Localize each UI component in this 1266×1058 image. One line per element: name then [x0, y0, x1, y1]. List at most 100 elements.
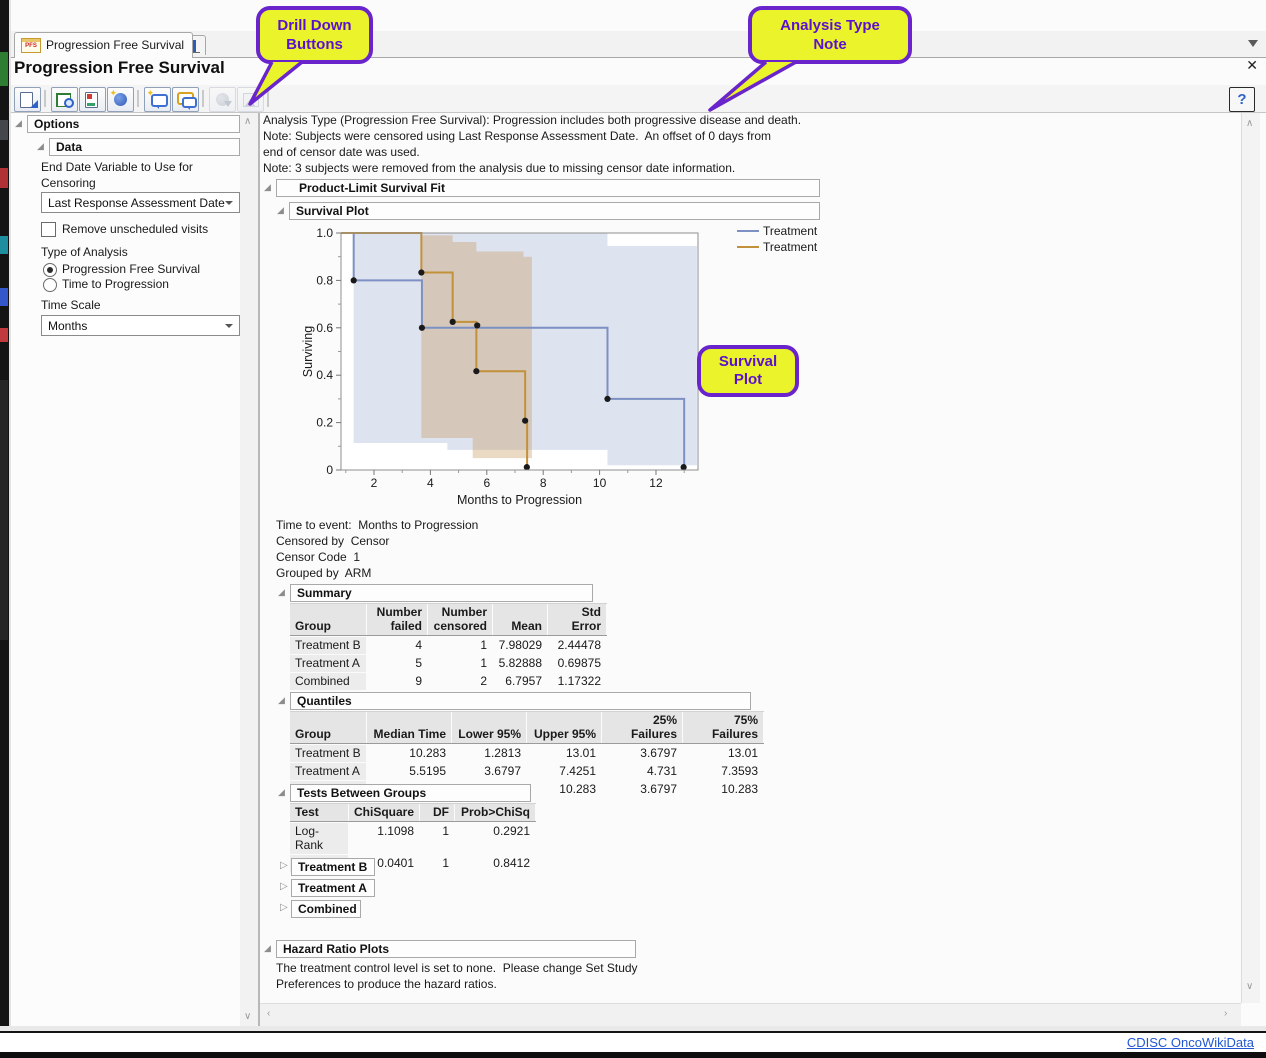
survival-plot-header[interactable]: Survival Plot — [289, 202, 820, 220]
disclosure-open-icon[interactable]: ◢ — [15, 118, 22, 128]
time-to-event-line: Time to event: Months to Progression — [276, 518, 479, 532]
table-cell: 2 — [480, 674, 487, 688]
toolbar-separator — [137, 90, 139, 107]
scroll-right-icon[interactable]: › — [1224, 1008, 1228, 1019]
product-limit-header[interactable]: Product-Limit Survival Fit — [276, 179, 820, 197]
disclosure-open-icon[interactable]: ◢ — [264, 182, 271, 192]
scroll-up-icon[interactable]: ∧ — [1246, 118, 1254, 129]
table-cell: 1 — [442, 856, 449, 870]
disclosure-closed-icon[interactable]: ▷ — [280, 902, 288, 913]
review-notes-icon — [176, 91, 197, 110]
panel-divider[interactable] — [258, 113, 260, 1030]
table-cell: 7.3593 — [721, 764, 758, 778]
table-cell: Treatment B — [290, 745, 366, 762]
globe-report-button[interactable]: ✦ — [107, 87, 134, 112]
report-scrollbar-horizontal[interactable]: ‹ › — [260, 1003, 1241, 1026]
web-report-icon — [213, 91, 233, 108]
table-cell: 0.8412 — [493, 856, 530, 870]
radio-progression-free-survival-label: Progression Free Survival — [62, 262, 201, 276]
column-header: Lower 95% — [452, 712, 526, 743]
options-section-header[interactable]: Options — [27, 115, 240, 133]
column-header: 75% Failures — [683, 712, 763, 743]
callout-drill-down-buttons: Drill Down Buttons — [256, 6, 373, 64]
scroll-down-icon[interactable]: ∨ — [244, 1011, 252, 1022]
divider — [11, 112, 1266, 113]
disclosure-open-icon[interactable]: ◢ — [278, 695, 285, 705]
table-cell: 0.0401 — [377, 856, 414, 870]
column-header: DF — [420, 804, 454, 821]
disclosure-open-icon[interactable]: ◢ — [277, 205, 284, 215]
report-icon — [18, 91, 38, 108]
report-scrollbar-vertical[interactable]: ∧ ∨ — [1241, 113, 1260, 1003]
table-cell: 5.82888 — [498, 656, 542, 670]
data-section-header[interactable]: Data — [49, 138, 240, 156]
review-notes-button[interactable] — [172, 87, 199, 112]
radio-time-to-progression[interactable] — [43, 278, 57, 292]
table-cell: 7.4251 — [559, 764, 596, 778]
svg-text:Surviving: Surviving — [301, 326, 315, 377]
table-cell: Treatment A — [290, 763, 366, 780]
tab-progression-free-survival[interactable]: PFS Progression Free Survival — [14, 32, 194, 58]
remove-unscheduled-visits-checkbox[interactable] — [41, 222, 56, 237]
scroll-up-icon[interactable]: ∧ — [244, 116, 252, 127]
disclosure-open-icon[interactable]: ◢ — [37, 141, 44, 151]
svg-text:0: 0 — [326, 463, 333, 477]
window-bottom-edge — [0, 1026, 1266, 1031]
summary-header[interactable]: Summary — [290, 584, 593, 602]
hazard-ratio-plots-header[interactable]: Hazard Ratio Plots — [276, 940, 636, 958]
hazard-message-line2: Preferences to produce the hazard ratios… — [276, 977, 497, 991]
column-header: Number failed — [367, 604, 427, 635]
data-table-button[interactable] — [51, 87, 78, 112]
table-cell: 13.01 — [727, 746, 758, 760]
toolbar: ✦ ✦ ? — [11, 85, 1266, 113]
disclosure-closed-icon[interactable]: ▷ — [280, 860, 288, 871]
table-cell: Treatment A — [290, 655, 366, 672]
svg-text:0.2: 0.2 — [316, 416, 333, 430]
tab-bar — [11, 31, 1266, 58]
window-left-edge — [9, 0, 11, 1058]
close-icon[interactable]: ✕ — [1246, 57, 1258, 73]
table-cell: 5.5195 — [409, 764, 446, 778]
censored-by-line: Censored by Censor — [276, 534, 390, 548]
disclosure-open-icon[interactable]: ◢ — [264, 943, 271, 953]
tests-between-groups-header[interactable]: Tests Between Groups — [290, 784, 531, 802]
column-header: Median Time — [367, 712, 451, 743]
combined-section-header[interactable]: Combined — [291, 900, 361, 918]
scroll-down-icon[interactable]: ∨ — [1246, 981, 1254, 992]
report-image-button[interactable] — [79, 87, 106, 112]
svg-text:1.0: 1.0 — [316, 226, 333, 240]
radio-progression-free-survival[interactable] — [43, 263, 57, 277]
tab-list-menu-icon[interactable] — [1248, 40, 1258, 47]
time-scale-select[interactable]: Months — [41, 315, 240, 336]
tests-table: Test ChiSquare DF Prob>ChiSq Log-Rank 1.1098 1… — [290, 803, 536, 872]
quantiles-header[interactable]: Quantiles — [290, 692, 751, 710]
treatment-b-section-header[interactable]: Treatment B — [291, 858, 375, 876]
disclosure-open-icon[interactable]: ◢ — [278, 787, 285, 797]
table-cell: 1.17322 — [557, 674, 601, 688]
table-cell: 10.283 — [409, 746, 446, 760]
svg-text:0.6: 0.6 — [316, 321, 333, 335]
disclosure-closed-icon[interactable]: ▷ — [280, 881, 288, 892]
page-title: Progression Free Survival — [14, 58, 225, 77]
report-button[interactable] — [14, 87, 41, 112]
column-header: Mean — [493, 604, 547, 635]
web-report-button — [209, 87, 236, 112]
left-panel-scrollbar[interactable]: ∧ ∨ — [240, 113, 258, 1030]
tab-label: Progression Free Survival — [46, 38, 185, 52]
help-button[interactable]: ? — [1229, 87, 1255, 112]
treatment-a-section-header[interactable]: Treatment A — [291, 879, 375, 897]
disclosure-open-icon[interactable]: ◢ — [278, 587, 285, 597]
chevron-down-icon — [225, 201, 233, 205]
censor-note-line: end of censor date was used. — [263, 145, 420, 159]
survival-plot-chart[interactable]: 2 4 6 8 10 12 1.0 0.8 0.6 0.4 0.2 0 Months to Progre… — [300, 222, 820, 514]
scroll-left-icon[interactable]: ‹ — [267, 1008, 271, 1019]
table-row: Treatment B 4 1 7.98029 2.44478 — [290, 637, 607, 654]
table-cell: 0.69875 — [557, 656, 601, 670]
table-cell: Log-Rank — [290, 823, 348, 854]
data-table-search-icon — [55, 91, 75, 108]
table-cell: 3.6797 — [640, 782, 677, 796]
table-cell: 0.2921 — [493, 824, 530, 838]
add-note-button[interactable]: ✦ — [144, 87, 171, 112]
cdisc-oncowikidata-link[interactable]: CDISC OncoWikiData — [1126, 1035, 1254, 1050]
end-date-variable-select[interactable]: Last Response Assessment Date — [41, 192, 240, 213]
